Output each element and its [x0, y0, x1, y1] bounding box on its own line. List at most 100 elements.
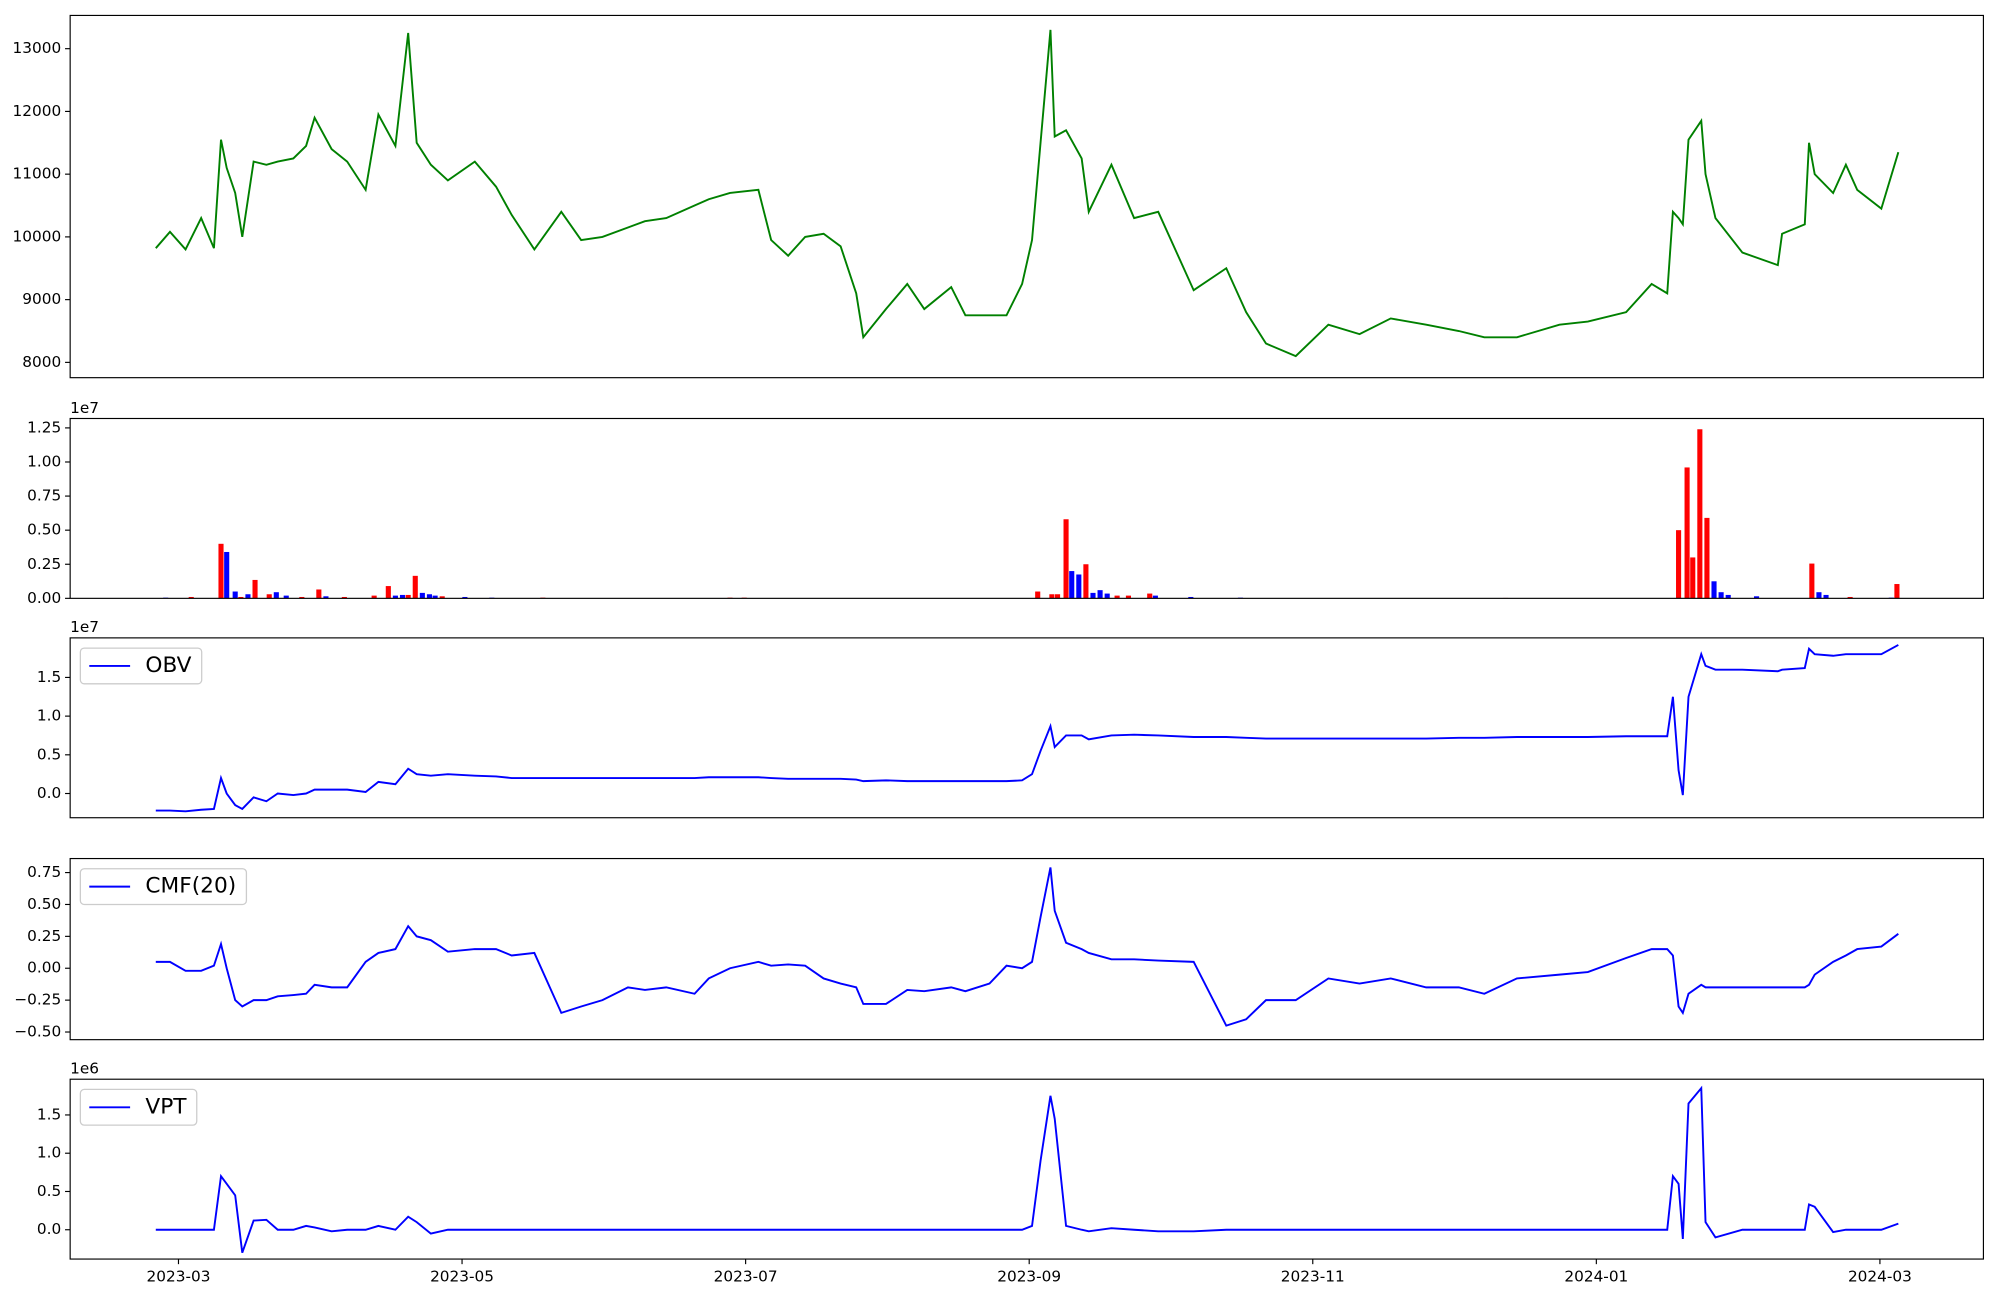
- bar: [1083, 564, 1089, 599]
- y-tick-label: 1.00: [27, 452, 61, 470]
- bar: [1894, 584, 1900, 599]
- legend-label: OBV: [145, 653, 191, 678]
- y-tick-label: 11000: [13, 165, 62, 183]
- plot-frame: [69, 417, 1984, 599]
- legend-box: [79, 868, 248, 906]
- y-tick-label: 1.0: [37, 707, 61, 725]
- y-tick-label: 12000: [13, 102, 62, 120]
- data-line: [155, 644, 1899, 813]
- bar: [1188, 596, 1194, 599]
- bar: [1816, 592, 1822, 599]
- data-line: [155, 867, 1899, 1027]
- bar: [224, 551, 230, 599]
- x-tick-label: 2023-09: [997, 1267, 1061, 1285]
- y-tick-label: 13000: [13, 39, 62, 57]
- bar: [1676, 530, 1682, 599]
- x-tick-label: 2023-05: [430, 1267, 494, 1285]
- subplot: 0.0 0.5 1.0 1.5 1e7 OBV: [37, 618, 1984, 819]
- axis-offset-label: 1e7: [70, 618, 99, 636]
- bar: [1697, 429, 1703, 599]
- bar: [1809, 563, 1815, 599]
- x-tick-label: 2023-11: [1281, 1267, 1345, 1285]
- bar: [232, 591, 238, 599]
- legend-box: [79, 1088, 198, 1126]
- bar: [1684, 467, 1690, 599]
- bar: [399, 594, 406, 599]
- legend-label: CMF(20): [145, 874, 236, 899]
- bar: [1063, 519, 1069, 599]
- bar: [1076, 574, 1082, 599]
- bar: [273, 592, 279, 599]
- y-tick-label: 1.25: [27, 418, 61, 436]
- bar: [1690, 557, 1696, 599]
- plot-frame: [69, 857, 1984, 1041]
- y-tick-label: 1.5: [37, 1105, 61, 1123]
- bar: [439, 596, 445, 599]
- y-tick-label: −0.25: [14, 991, 61, 1009]
- bar: [1097, 590, 1103, 599]
- bar: [252, 579, 258, 599]
- y-tick-label: 0.50: [27, 895, 61, 913]
- bar: [426, 594, 432, 599]
- bar: [385, 586, 391, 599]
- bar: [432, 595, 438, 599]
- bar: [1055, 594, 1061, 599]
- y-tick-label: 0.0: [37, 784, 61, 802]
- plot-frame: [69, 14, 1984, 379]
- bar: [238, 596, 244, 599]
- subplot: 0.00 0.25 0.50 0.75 1.00 1.25 1e7: [27, 399, 1984, 607]
- bar: [1069, 571, 1075, 599]
- bar: [341, 596, 347, 599]
- axis-offset-label: 1e6: [70, 1060, 99, 1078]
- bar: [299, 596, 305, 599]
- bar: [1725, 594, 1731, 599]
- subplot: 8000 9000 10000 11000 12000 13000: [13, 14, 1984, 379]
- bar: [1711, 581, 1717, 599]
- y-tick-label: 1.0: [37, 1144, 61, 1162]
- y-tick-label: 8000: [22, 353, 61, 371]
- axis-offset-label: 1e7: [70, 399, 99, 417]
- x-tick-label: 2024-01: [1564, 1267, 1628, 1285]
- y-tick-label: 0.25: [27, 555, 61, 573]
- y-tick-label: 0.00: [27, 959, 61, 977]
- x-tick-label: 2023-07: [714, 1267, 778, 1285]
- y-tick-label: 9000: [22, 290, 61, 308]
- bar: [419, 592, 425, 599]
- bar: [1754, 596, 1760, 599]
- bar: [1718, 592, 1724, 599]
- bar: [1823, 594, 1829, 599]
- plot-frame: [69, 1078, 1984, 1260]
- y-tick-label: 0.5: [37, 1182, 61, 1200]
- y-tick-label: 0.75: [27, 487, 61, 505]
- bar: [462, 596, 468, 599]
- bar: [218, 543, 224, 599]
- x-tick-label: 2023-03: [147, 1267, 211, 1285]
- data-line: [155, 1085, 1899, 1254]
- bar: [266, 594, 272, 599]
- y-tick-label: 0.75: [27, 863, 61, 881]
- data-line: [155, 29, 1900, 358]
- bar: [1114, 595, 1120, 599]
- subplot: −0.50 −0.25 0.00 0.25 0.50 0.75 CMF(20): [14, 857, 1984, 1041]
- bar: [245, 594, 251, 599]
- plot-frame: [69, 637, 1984, 819]
- bar: [405, 594, 411, 599]
- y-tick-label: 0.00: [27, 589, 61, 607]
- bar: [1104, 593, 1110, 599]
- y-tick-label: 1.5: [37, 668, 61, 686]
- y-tick-label: 0.50: [27, 521, 61, 539]
- bar: [392, 595, 398, 599]
- y-tick-label: 0.0: [37, 1220, 61, 1238]
- y-tick-label: 10000: [13, 227, 62, 245]
- bar: [283, 595, 289, 599]
- bar: [1147, 593, 1153, 599]
- bar: [1049, 594, 1055, 599]
- bar: [316, 589, 322, 599]
- bar: [1152, 595, 1158, 599]
- subplot: 0.0 0.5 1.0 1.5 2023-03 2023-05 2023-07 2023-09…: [37, 1060, 1984, 1285]
- bar: [323, 596, 329, 599]
- bar: [412, 575, 418, 599]
- bar: [188, 596, 194, 599]
